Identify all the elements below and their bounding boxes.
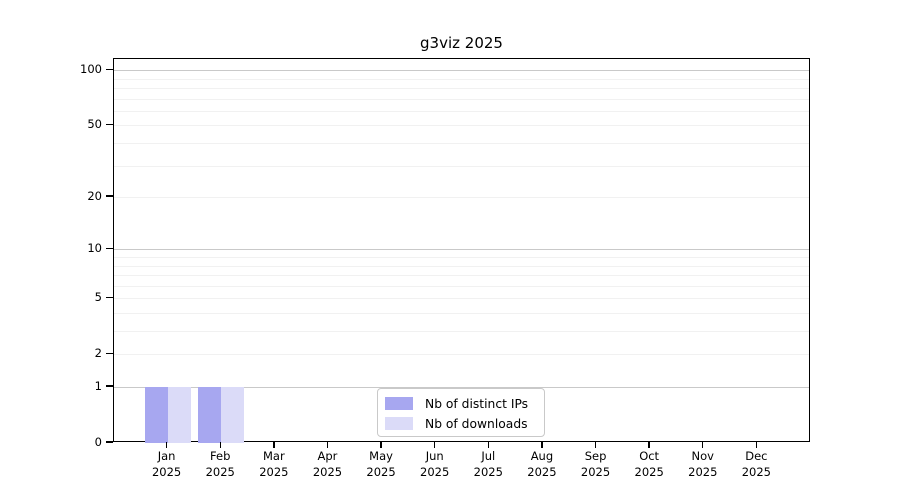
x-tick-label-year: 2025 [366, 464, 396, 479]
minor-gridline [114, 275, 809, 277]
minor-gridline [114, 312, 809, 314]
x-tick-label-year: 2025 [741, 464, 772, 479]
minor-gridline [114, 88, 809, 90]
x-tick-mark [594, 442, 597, 448]
x-tick-mark [702, 442, 704, 448]
major-gridline [114, 249, 809, 251]
minor-gridline [114, 257, 809, 258]
minor-gridline [114, 298, 809, 300]
x-tick-mark [433, 442, 436, 448]
minor-gridline [114, 78, 809, 80]
x-tick-label-year: 2025 [312, 464, 343, 479]
bar-nb-of-downloads-feb [221, 387, 245, 443]
x-tick-label-year: 2025 [473, 464, 503, 479]
major-gridline [114, 387, 809, 388]
x-tick-label-month: May [369, 449, 393, 463]
minor-gridline [114, 285, 809, 287]
x-tick-label-year: 2025 [527, 464, 557, 479]
x-tick-mark [326, 442, 329, 448]
legend-swatch-downloads [385, 417, 413, 430]
x-tick-label-month: Aug [530, 449, 554, 463]
chart-title: g3viz 2025 [420, 34, 503, 52]
minor-gridline [114, 98, 809, 100]
x-tick-mark [541, 442, 543, 448]
x-tick-label-month: Nov [691, 449, 714, 463]
y-tick-mark [106, 123, 113, 126]
x-tick-label-year: 2025 [420, 464, 450, 479]
major-gridline [114, 70, 809, 72]
y-tick-mark [106, 68, 113, 70]
x-tick-label-year: 2025 [634, 464, 664, 479]
y-tick-mark [106, 441, 113, 443]
plot-area [113, 58, 810, 443]
x-tick-mark [755, 442, 758, 448]
x-tick-label: Jun 2025 [407, 449, 463, 480]
x-tick-label-month: Sep [584, 449, 607, 463]
x-tick-label-year: 2025 [259, 464, 289, 479]
minor-gridline [114, 197, 809, 199]
y-tick-label: 2 [94, 346, 102, 361]
y-tick-label: 1 [94, 379, 102, 393]
y-tick-label: 50 [87, 117, 102, 132]
minor-gridline [114, 354, 809, 356]
legend-swatch-distinct-ips [385, 397, 413, 410]
minor-gridline [114, 143, 809, 145]
minor-gridline [114, 125, 809, 127]
x-tick-label-month: Jan [157, 449, 176, 463]
legend-label: Nb of downloads [425, 416, 528, 431]
x-tick-label-month: Mar [262, 449, 285, 463]
x-tick-label: Jan 2025 [139, 449, 195, 480]
minor-gridline [114, 110, 809, 112]
minor-gridline [114, 331, 809, 333]
bar-nb-of-distinct-ips-jan [144, 387, 168, 443]
legend-entry: Nb of distinct IPs [385, 394, 544, 413]
y-tick-label: 0 [94, 435, 102, 449]
x-tick-label-month: Jun [425, 449, 444, 463]
x-tick-label: Nov 2025 [675, 449, 731, 480]
y-tick-label: 10 [87, 241, 102, 256]
x-tick-label: Sep 2025 [568, 449, 624, 480]
legend-entry: Nb of downloads [385, 414, 544, 433]
x-tick-mark [273, 442, 275, 448]
legend: Nb of distinct IPs Nb of downloads [377, 388, 545, 437]
y-tick-label: 5 [94, 290, 102, 305]
x-tick-mark [487, 442, 489, 448]
bar-nb-of-downloads-jan [167, 387, 191, 443]
x-tick-label-month: Apr [317, 449, 338, 463]
x-tick-label-year: 2025 [151, 464, 182, 479]
x-tick-label-month: Jul [481, 449, 496, 463]
x-tick-mark [165, 442, 168, 448]
x-tick-label: Dec 2025 [728, 449, 784, 480]
x-tick-label: Aug 2025 [514, 449, 570, 480]
x-tick-label: Feb 2025 [192, 449, 248, 480]
x-tick-label: Apr 2025 [299, 449, 355, 480]
y-tick-mark [106, 195, 113, 197]
x-tick-label: Jul 2025 [460, 449, 516, 480]
y-tick-label: 100 [80, 62, 102, 77]
y-tick-mark [106, 385, 113, 387]
x-tick-label: Mar 2025 [246, 449, 302, 480]
x-tick-mark [219, 442, 221, 448]
y-tick-mark [106, 352, 113, 354]
x-tick-label-year: 2025 [688, 464, 718, 479]
x-tick-mark [380, 442, 382, 448]
x-tick-mark [648, 442, 650, 448]
x-tick-label-month: Oct [639, 449, 660, 463]
x-tick-label: Oct 2025 [621, 449, 677, 480]
legend-label: Nb of distinct IPs [425, 396, 529, 411]
minor-gridline [114, 265, 809, 267]
x-tick-label-month: Dec [745, 449, 768, 463]
y-tick-label: 20 [87, 189, 102, 204]
x-tick-label: May 2025 [353, 449, 409, 480]
x-tick-label-month: Feb [210, 449, 231, 463]
y-tick-mark [106, 296, 113, 298]
minor-gridline [114, 165, 809, 167]
y-tick-mark [106, 247, 113, 249]
bar-nb-of-distinct-ips-feb [198, 387, 222, 443]
x-tick-label-year: 2025 [580, 464, 611, 479]
x-tick-label-year: 2025 [205, 464, 235, 479]
